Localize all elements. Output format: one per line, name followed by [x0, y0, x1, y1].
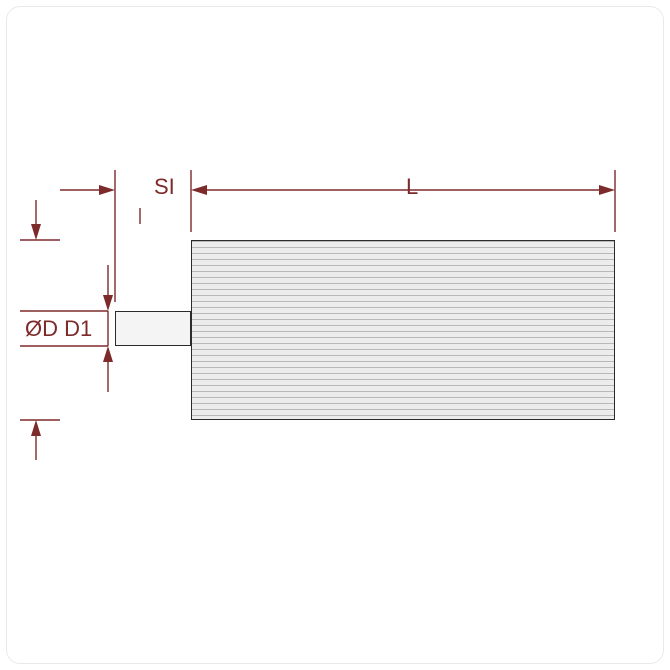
label-dd1: ØD D1 [25, 316, 92, 342]
dimension-overlay [0, 0, 670, 670]
label-si: SI [154, 174, 175, 200]
label-l: L [406, 174, 418, 200]
drawing-canvas: SI L ØD D1 [0, 0, 670, 670]
